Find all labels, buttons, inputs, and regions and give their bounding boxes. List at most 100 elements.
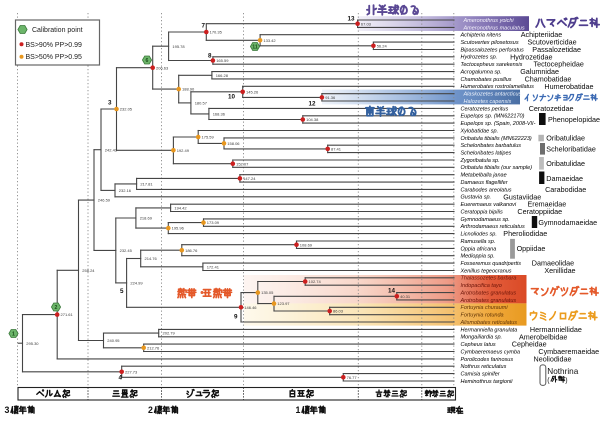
svg-text:86.03: 86.03: [333, 309, 344, 314]
svg-text:Oppiidae: Oppiidae: [517, 244, 546, 253]
svg-text:3: 3: [5, 405, 10, 415]
svg-text:194.42: 194.42: [174, 206, 187, 211]
svg-text:Achipteria nitens: Achipteria nitens: [460, 33, 502, 39]
svg-text:3: 3: [108, 100, 112, 107]
svg-text:Scutoverticidae: Scutoverticidae: [528, 38, 577, 47]
svg-text:Indopacifica tayo: Indopacifica tayo: [461, 283, 502, 289]
svg-text:Tectocepheidae: Tectocepheidae: [534, 60, 584, 69]
svg-text:133.42: 133.42: [263, 38, 276, 43]
svg-text:6: 6: [146, 58, 149, 64]
svg-text:Zygoribatula sp.: Zygoribatula sp.: [460, 158, 500, 164]
svg-text:232.05: 232.05: [120, 107, 133, 112]
svg-text:2: 2: [148, 405, 153, 415]
svg-text:102.74: 102.74: [309, 279, 322, 284]
svg-text:218.69: 218.69: [140, 216, 153, 221]
svg-text:8: 8: [208, 53, 212, 60]
svg-text:4: 4: [119, 375, 123, 382]
svg-text:): ): [565, 377, 567, 384]
svg-text:Nothrina: Nothrina: [547, 367, 578, 376]
svg-text:Fortuynia churaumi: Fortuynia churaumi: [461, 305, 509, 311]
svg-text:Xenillidae: Xenillidae: [544, 266, 575, 275]
svg-text:Camisia spinifer: Camisia spinifer: [461, 372, 501, 378]
svg-text:Eupelops sp. (Spain, 2008-VII-: Eupelops sp. (Spain, 2008-VII-: [461, 121, 536, 127]
svg-text:Heminothrus targionii: Heminothrus targionii: [461, 379, 514, 385]
svg-text:172.41: 172.41: [207, 264, 220, 269]
svg-text:5: 5: [120, 288, 124, 295]
svg-text:Fosseremus quadripertis: Fosseremus quadripertis: [461, 261, 522, 267]
svg-text:Phenopelopidae: Phenopelopidae: [548, 115, 600, 124]
svg-text:1: 1: [296, 405, 301, 415]
svg-text:242.43: 242.43: [105, 147, 118, 152]
svg-text:Arotrobates granulatus: Arotrobates granulatus: [460, 291, 517, 297]
svg-text:168.36: 168.36: [213, 112, 226, 117]
svg-text:192.49: 192.49: [177, 148, 190, 153]
svg-text:Scheloribates latipes: Scheloribates latipes: [461, 151, 512, 157]
svg-text:Ameronothrus yoichi: Ameronothrus yoichi: [463, 18, 515, 24]
svg-text:Scheloribatidae: Scheloribatidae: [546, 145, 596, 154]
svg-text:Arthrodamaeus reticulatus: Arthrodamaeus reticulatus: [460, 224, 525, 230]
svg-text:108.69: 108.69: [300, 242, 313, 247]
svg-text:158.06: 158.06: [227, 141, 240, 146]
svg-text:232.16: 232.16: [119, 188, 132, 193]
svg-text:180.57: 180.57: [195, 101, 208, 106]
svg-text:Chamobates pusillus: Chamobates pusillus: [461, 77, 512, 83]
svg-text:Oribatula tibialis (our sample: Oribatula tibialis (our sample): [461, 165, 533, 171]
svg-text:Ceratozetidae: Ceratozetidae: [529, 104, 574, 113]
svg-text:Passalozetidae: Passalozetidae: [532, 45, 581, 54]
svg-text:Hermanniellidae: Hermanniellidae: [530, 325, 582, 334]
svg-text:Damaeolidae: Damaeolidae: [532, 259, 574, 268]
svg-text:Alaskozetes antarcticus: Alaskozetes antarcticus: [463, 92, 522, 98]
svg-text:87.41: 87.41: [331, 147, 342, 152]
svg-text:Porolicodes farinosus: Porolicodes farinosus: [461, 357, 514, 363]
svg-text:Ameronothrus maculatus: Ameronothrus maculatus: [463, 25, 525, 31]
svg-text:227.73: 227.73: [125, 369, 138, 374]
svg-text:Bipassalozetes perforatus: Bipassalozetes perforatus: [461, 47, 525, 53]
svg-text:Pheroliodidae: Pheroliodidae: [503, 229, 547, 238]
svg-text:Xenillus tegeocranus: Xenillus tegeocranus: [460, 268, 512, 274]
svg-text:91.36: 91.36: [325, 95, 336, 100]
svg-text:Nothrus reticulatus: Nothrus reticulatus: [461, 364, 507, 370]
svg-text:232.45: 232.45: [120, 248, 133, 253]
svg-text:Oppia africana: Oppia africana: [461, 246, 497, 252]
svg-text:Oribatulidae: Oribatulidae: [546, 133, 585, 142]
svg-text:Eremaeidae: Eremaeidae: [528, 200, 567, 209]
svg-text:Carabodes areolatus: Carabodes areolatus: [461, 187, 512, 193]
svg-text:Scutovertex pilosetosus: Scutovertex pilosetosus: [461, 40, 519, 46]
svg-text:Damaeus flagellifer: Damaeus flagellifer: [461, 180, 509, 186]
svg-text:67.03: 67.03: [361, 21, 372, 26]
svg-text:56.24: 56.24: [377, 43, 388, 48]
svg-text:186.76: 186.76: [185, 248, 198, 253]
svg-text:Gymnodamaeidae: Gymnodamaeidae: [538, 218, 597, 227]
svg-text:Gymnodamaeus sp.: Gymnodamaeus sp.: [461, 217, 510, 223]
svg-text:1: 1: [12, 331, 15, 337]
svg-text:Cymbaeremaeus cymba: Cymbaeremaeus cymba: [461, 349, 521, 355]
svg-text:214.76: 214.76: [145, 256, 158, 261]
svg-text:Humerobatidae: Humerobatidae: [544, 82, 593, 91]
svg-text:Alismobates reticulatus: Alismobates reticulatus: [460, 320, 518, 326]
svg-text:135.05: 135.05: [261, 290, 274, 295]
svg-text:246.59: 246.59: [98, 198, 111, 203]
svg-text:123.97: 123.97: [277, 301, 290, 306]
svg-text:104.38: 104.38: [306, 117, 319, 122]
svg-text:Hermanniella granulata: Hermanniella granulata: [461, 327, 518, 333]
svg-text:13: 13: [348, 16, 356, 23]
svg-text:Galumnidae: Galumnidae: [520, 67, 559, 76]
svg-text:Oribatula tibialis (MN622223): Oribatula tibialis (MN622223): [461, 136, 532, 142]
svg-text:166.28: 166.28: [216, 73, 229, 78]
svg-text:Licnoliodes sp.: Licnoliodes sp.: [461, 232, 497, 238]
svg-text:Mongailiardia sp.: Mongailiardia sp.: [461, 335, 503, 341]
svg-text:206.63: 206.63: [156, 65, 169, 70]
svg-text:173.09: 173.09: [207, 220, 220, 225]
svg-text:(: (: [547, 377, 550, 384]
svg-text:202.79: 202.79: [163, 331, 176, 336]
svg-text:Scheloribates barbatulus: Scheloribates barbatulus: [461, 143, 522, 149]
svg-text:Amerobelbidae: Amerobelbidae: [519, 332, 567, 341]
svg-text:Neoliodidae: Neoliodidae: [534, 354, 572, 363]
svg-text:Metabelballa janae: Metabelballa janae: [461, 173, 507, 179]
svg-text:Humerobates rostrolamellatus: Humerobates rostrolamellatus: [461, 84, 535, 90]
svg-text:Carabodidae: Carabodidae: [545, 185, 586, 194]
svg-text:7: 7: [202, 23, 206, 30]
svg-text:170.35: 170.35: [210, 30, 223, 35]
svg-text:40.31: 40.31: [400, 294, 411, 299]
svg-text:Hydrozetidae: Hydrozetidae: [510, 52, 552, 61]
